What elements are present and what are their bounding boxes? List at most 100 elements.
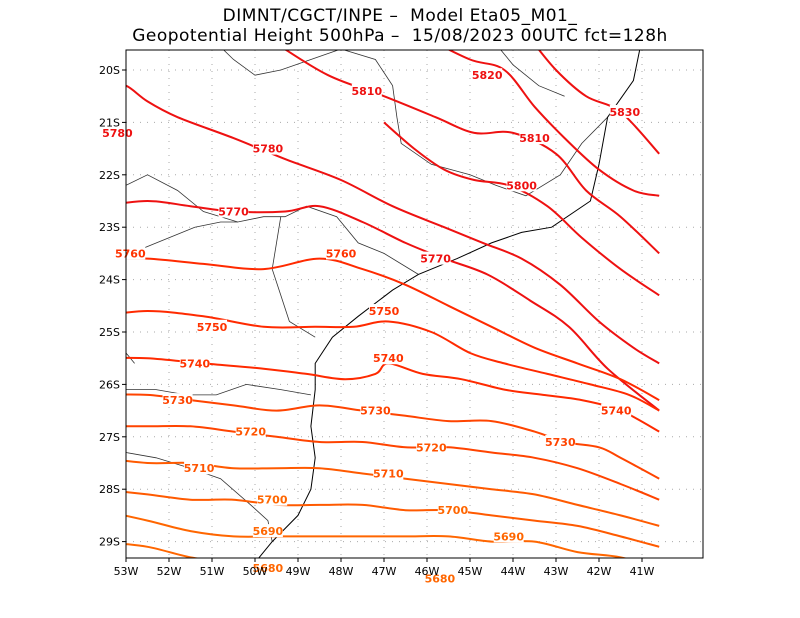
contour-label: 5750 [197, 321, 228, 334]
lon-tick-label: 52W [157, 565, 182, 578]
contour-label-bg [252, 141, 283, 155]
lon-tick-label: 51W [200, 565, 225, 578]
contour-label-bg [373, 351, 404, 365]
latitude-axis: 20S 21S 22S 23S 24S 25S 26S 27S 28S 29S [99, 64, 126, 549]
contour-label: 5820 [472, 69, 503, 82]
contour-5820 [447, 50, 660, 197]
coastline [258, 50, 641, 558]
contour-label: 5730 [162, 394, 193, 407]
contour-5760 [126, 257, 660, 401]
contour-label: 5700 [437, 504, 468, 517]
contour-label: 5810 [519, 132, 550, 145]
contour-label: 5770 [218, 205, 249, 218]
contour-label: 5780 [102, 127, 133, 140]
contour-label: 5800 [506, 179, 537, 192]
contour-label: 5730 [545, 436, 576, 449]
border-path [271, 216, 316, 338]
contour-5700 [126, 491, 660, 548]
contour-label-bg [519, 131, 550, 145]
lat-tick-label: 27S [99, 431, 120, 444]
contour-label: 5710 [373, 467, 404, 480]
border-path [126, 352, 135, 364]
contour-label: 5700 [257, 494, 288, 507]
border-path [126, 174, 419, 275]
contour-label-bg [545, 435, 576, 449]
contour-label-bg [424, 571, 455, 585]
contour-label: 5720 [235, 426, 266, 439]
lat-tick-label: 22S [99, 169, 120, 182]
contour-5780 [126, 84, 660, 365]
lat-tick-label: 20S [99, 64, 120, 77]
contour-label: 5740 [601, 405, 632, 418]
lon-tick-label: 42W [587, 565, 612, 578]
state-borders [126, 50, 608, 542]
contour-label-bg [472, 68, 503, 82]
contour-label: 5680 [253, 562, 284, 575]
contour-label-bg [506, 178, 537, 192]
contour-labels: 5830 5820 5810 5810 5800 5780 5780 5770 5770 5760… [102, 68, 640, 585]
contour-label: 5690 [493, 530, 524, 543]
contour-label-bg [326, 246, 356, 260]
contour-5720 [126, 424, 660, 501]
contour-label: 5730 [360, 405, 391, 418]
lon-tick-label: 47W [372, 565, 397, 578]
contour-label: 5740 [179, 357, 210, 370]
border-path [126, 383, 311, 396]
contour-label-bg [179, 356, 210, 370]
contour-5830 [537, 50, 660, 155]
contour-label-bg [197, 319, 227, 333]
contour-label-bg [235, 424, 266, 438]
longitude-axis: 53W 52W 51W 50W 49W 48W 47W 46W 45W 44W 43W 42W 41W [114, 558, 655, 578]
contour-label: 5780 [253, 143, 284, 156]
contour-5800 [383, 121, 660, 297]
lat-tick-label: 21S [99, 116, 120, 129]
contour-label-bg [184, 461, 215, 475]
lat-tick-label: 24S [99, 274, 120, 287]
border-path [500, 50, 565, 97]
contour-label: 5750 [369, 305, 400, 318]
lon-tick-label: 41W [630, 565, 655, 578]
contour-label-bg [218, 204, 249, 218]
contour-label: 5720 [416, 441, 447, 454]
contour-label-bg [493, 529, 524, 543]
contour-5770 [126, 200, 660, 412]
lon-tick-label: 48W [329, 565, 354, 578]
lon-tick-label: 46W [415, 565, 440, 578]
contour-label-bg [115, 246, 146, 260]
contour-label-bg [437, 503, 468, 517]
contour-label: 5760 [326, 247, 357, 260]
contour-label-bg [252, 560, 283, 574]
contour-label: 5770 [420, 253, 451, 266]
border-path [126, 221, 238, 256]
contour-label-bg [416, 440, 447, 454]
contour-label: 5810 [351, 85, 382, 98]
contour-5750 [126, 310, 660, 412]
lat-tick-label: 23S [99, 221, 120, 234]
contour-label-bg [373, 466, 404, 480]
title-line-1: DIMNT/CGCT/INPE – Model Eta05_M01_ [222, 6, 578, 26]
lon-tick-label: 49W [286, 565, 311, 578]
contour-label-bg [257, 492, 288, 506]
contour-label: 5830 [609, 106, 640, 119]
contour-label-bg [252, 524, 283, 538]
contour-label-bg [102, 125, 133, 139]
title-line-2: Geopotential Height 500hPa – 15/08/2023 … [132, 26, 668, 46]
lon-tick-label: 50W [243, 565, 268, 578]
contour-label: 5740 [373, 352, 404, 365]
lat-tick-label: 25S [99, 326, 120, 339]
contour-label-bg [369, 304, 399, 318]
contour-label-bg [351, 83, 382, 97]
lon-tick-label: 43W [544, 565, 569, 578]
contour-label: 5710 [184, 462, 215, 475]
plot-frame [125, 49, 704, 559]
contour-label-bg [609, 104, 640, 118]
lon-tick-label: 44W [501, 565, 526, 578]
lon-tick-label: 45W [458, 565, 483, 578]
contour-label: 5690 [253, 525, 284, 538]
border-path [223, 50, 608, 197]
lon-tick-label: 53W [114, 565, 139, 578]
lat-tick-label: 26S [99, 378, 120, 391]
contour-label-bg [360, 403, 391, 417]
contour-label-bg [420, 251, 451, 265]
